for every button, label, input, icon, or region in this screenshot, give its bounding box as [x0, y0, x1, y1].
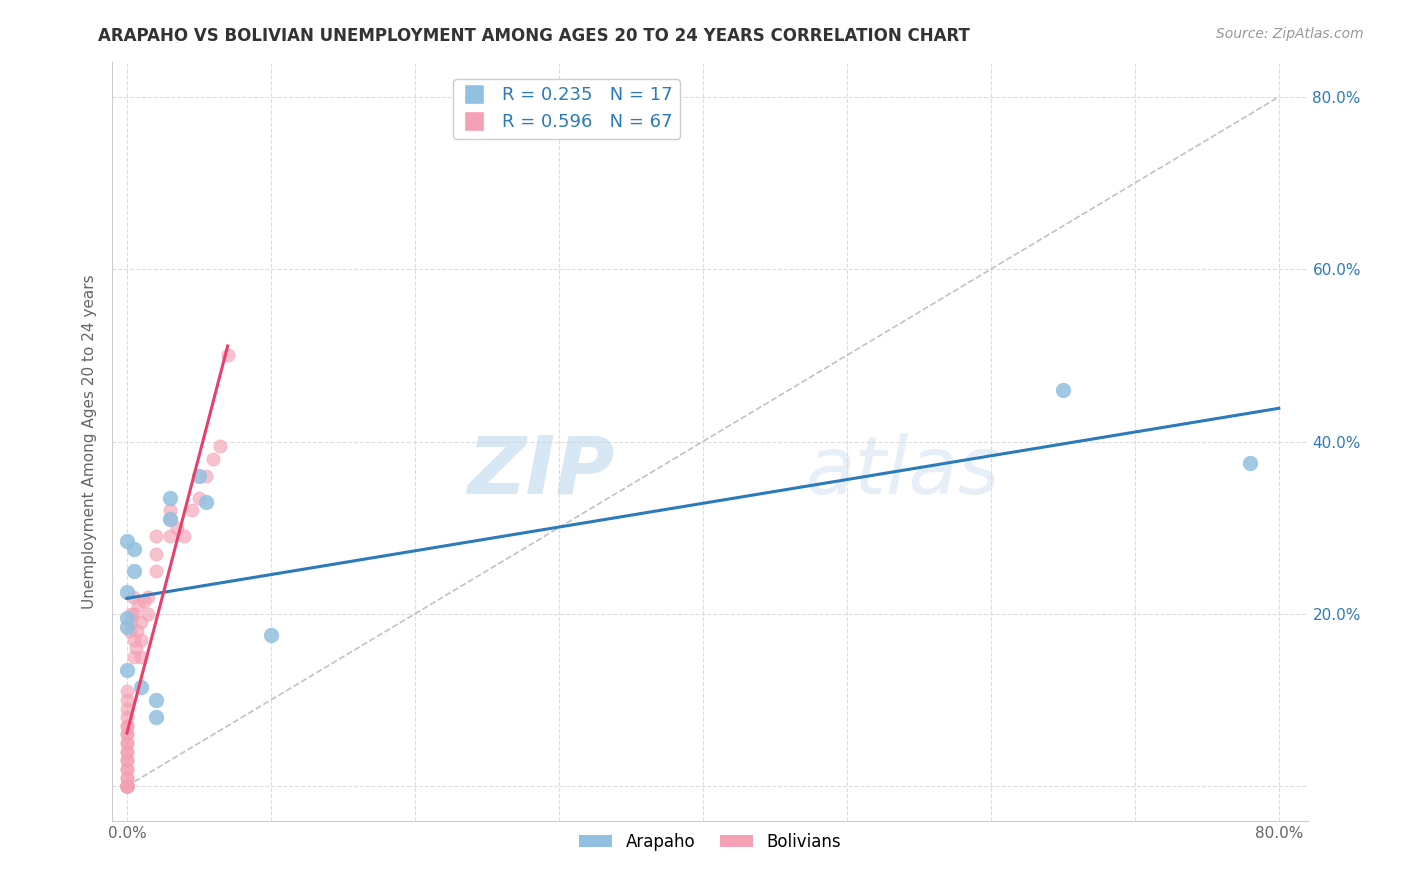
Point — [115, 684, 138, 698]
Point — [115, 779, 138, 793]
Point — [138, 607, 160, 621]
Point — [115, 771, 138, 785]
Point — [115, 779, 138, 793]
Point — [159, 512, 181, 526]
Point — [145, 547, 167, 561]
Point — [115, 753, 138, 767]
Point — [129, 680, 152, 694]
Text: ZIP: ZIP — [467, 433, 614, 511]
Point — [166, 521, 188, 535]
Point — [115, 701, 138, 715]
Point — [115, 745, 138, 759]
Point — [115, 771, 138, 785]
Point — [195, 495, 218, 509]
Point — [115, 779, 138, 793]
Point — [115, 719, 138, 733]
Point — [159, 512, 181, 526]
Point — [122, 564, 145, 578]
Point — [145, 693, 167, 707]
Point — [115, 779, 138, 793]
Point — [124, 641, 146, 656]
Point — [134, 594, 156, 608]
Point — [115, 762, 138, 776]
Point — [115, 585, 138, 599]
Point — [202, 451, 225, 466]
Point — [129, 649, 152, 664]
Point — [122, 649, 145, 664]
Point — [115, 779, 138, 793]
Point — [159, 529, 181, 543]
Point — [1052, 383, 1074, 397]
Point — [115, 745, 138, 759]
Point — [115, 779, 138, 793]
Text: Source: ZipAtlas.com: Source: ZipAtlas.com — [1216, 27, 1364, 41]
Point — [115, 779, 138, 793]
Point — [115, 779, 138, 793]
Point — [120, 607, 142, 621]
Point — [145, 710, 167, 724]
Point — [125, 624, 148, 639]
Text: ARAPAHO VS BOLIVIAN UNEMPLOYMENT AMONG AGES 20 TO 24 YEARS CORRELATION CHART: ARAPAHO VS BOLIVIAN UNEMPLOYMENT AMONG A… — [98, 27, 970, 45]
Point — [145, 529, 167, 543]
Point — [115, 779, 138, 793]
Point — [115, 779, 138, 793]
Point — [115, 753, 138, 767]
Point — [115, 533, 138, 548]
Point — [209, 439, 232, 453]
Point — [122, 542, 145, 557]
Point — [115, 779, 138, 793]
Point — [122, 607, 145, 621]
Point — [1239, 456, 1261, 470]
Point — [115, 611, 138, 625]
Point — [115, 779, 138, 793]
Point — [180, 503, 202, 517]
Point — [115, 719, 138, 733]
Point — [122, 632, 145, 647]
Point — [127, 599, 149, 613]
Point — [159, 503, 181, 517]
Point — [120, 615, 142, 630]
Point — [159, 491, 181, 505]
Point — [115, 762, 138, 776]
Legend: Arapaho, Bolivians: Arapaho, Bolivians — [572, 827, 848, 858]
Point — [138, 590, 160, 604]
Point — [129, 615, 152, 630]
Point — [115, 693, 138, 707]
Point — [187, 469, 209, 483]
Point — [115, 779, 138, 793]
Point — [115, 779, 138, 793]
Point — [115, 779, 138, 793]
Point — [115, 779, 138, 793]
Point — [173, 529, 195, 543]
Point — [115, 710, 138, 724]
Point — [118, 624, 141, 639]
Point — [115, 736, 138, 750]
Point — [129, 632, 152, 647]
Text: atlas: atlas — [806, 433, 1001, 511]
Point — [115, 620, 138, 634]
Point — [115, 736, 138, 750]
Point — [217, 348, 239, 362]
Point — [145, 564, 167, 578]
Point — [115, 663, 138, 677]
Point — [115, 727, 138, 741]
Point — [115, 779, 138, 793]
Y-axis label: Unemployment Among Ages 20 to 24 years: Unemployment Among Ages 20 to 24 years — [82, 274, 97, 609]
Point — [115, 779, 138, 793]
Point — [115, 779, 138, 793]
Point — [187, 491, 209, 505]
Point — [121, 590, 143, 604]
Point — [115, 727, 138, 741]
Point — [260, 628, 283, 642]
Point — [195, 469, 218, 483]
